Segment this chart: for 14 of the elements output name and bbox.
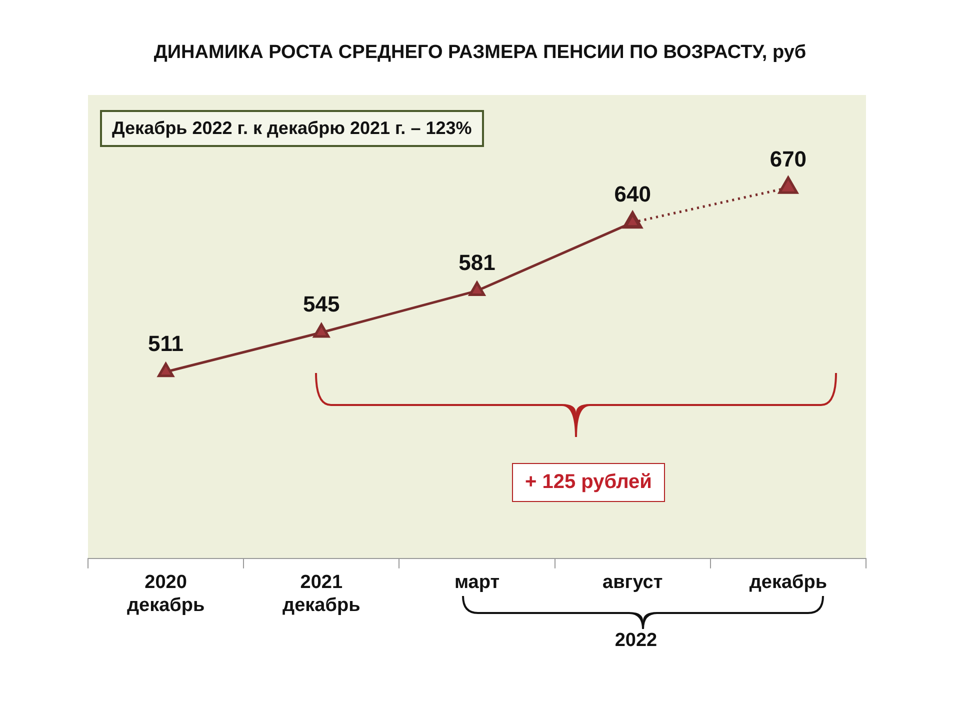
text: + 125 рублей [512, 463, 665, 502]
data-label: 545 [303, 292, 340, 317]
data-label: 670 [770, 146, 807, 172]
data-label: 511 [148, 330, 184, 356]
x-tick-label: 2021 декабрь [282, 572, 360, 616]
text: 2022 [614, 630, 658, 652]
data-label: 581 [458, 250, 496, 275]
data-label: 640 [614, 181, 651, 206]
x-tick-label: август [602, 572, 663, 594]
x-tick-label: декабрь [749, 572, 828, 594]
text: Декабрь 2022 г. к декабрю 2021 г. – 123% [100, 110, 484, 147]
chart-title: ДИНАМИКА РОСТА СРЕДНЕГО РАЗМЕРА ПЕНСИИ ПО ВОЗРАСТУ, руб [152, 42, 808, 64]
x-tick-label: март [454, 572, 500, 594]
x-tick-label: 2020 декабрь [126, 572, 205, 616]
